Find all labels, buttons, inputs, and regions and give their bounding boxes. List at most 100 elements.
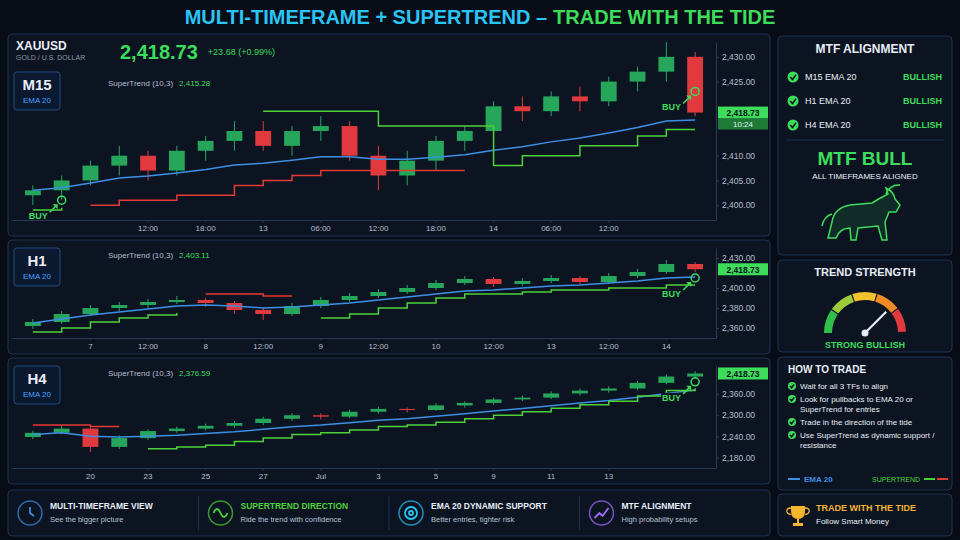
candle-body: [572, 96, 588, 101]
y-tick-label: 2,240.00: [722, 432, 755, 442]
x-axis-line: [13, 468, 717, 469]
x-tick-label: 12:00: [484, 342, 505, 351]
x-tick-label: 06:00: [311, 224, 332, 233]
candle-body: [342, 126, 358, 156]
text-line: resistance: [800, 441, 837, 450]
x-tick-mark: [551, 220, 552, 222]
x-tick: 12:00: [253, 338, 274, 351]
feature-title: SUPERTREND DIRECTION: [241, 501, 349, 511]
plot-area: [25, 260, 703, 332]
feature-text: Ride the trend with confidence: [241, 515, 342, 524]
timeframe-box: [14, 72, 60, 110]
feature-icon-ring: [590, 501, 614, 525]
x-axis: 712:00812:00912:001012:001312:0014: [13, 338, 717, 351]
candle-body: [572, 278, 588, 282]
check-icon: [788, 72, 799, 83]
y-tick: 2,180.00: [716, 453, 755, 463]
x-tick: 27: [259, 468, 268, 481]
candle-body: [658, 264, 674, 272]
y-axis: 2,360.002,380.002,400.002,430.00: [716, 249, 755, 339]
check-mark: [790, 123, 796, 128]
supertrend-line: [33, 425, 119, 426]
x-tick-mark: [608, 338, 609, 340]
y-tick-mark: [716, 57, 719, 58]
x-tick: 12:00: [368, 338, 389, 351]
feature-icon: [214, 509, 228, 517]
x-tick-label: 14: [662, 342, 671, 351]
mtf-row-label: H1 EMA 20: [805, 96, 851, 106]
x-tick-label: 18:00: [426, 224, 447, 233]
mtf-row-status: BULLISH: [903, 96, 942, 106]
infographic: MULTI-TIMEFRAME + SUPERTREND –TRADE WITH…: [0, 0, 960, 540]
x-tick: 13: [547, 338, 556, 351]
x-tick: 3: [376, 468, 381, 481]
check-mark: [790, 433, 794, 436]
indicator-label: SuperTrend (10,3): [108, 79, 173, 88]
gauge-segment: [824, 310, 838, 333]
buy-marker: [691, 378, 699, 386]
x-tick-mark: [608, 220, 609, 222]
y-tick: 2,405.00: [716, 176, 755, 186]
how-to-title: HOW TO TRADE: [788, 364, 866, 375]
x-tick: 25: [201, 468, 210, 481]
x-tick-label: 18:00: [196, 224, 217, 233]
x-tick-label: 5: [434, 472, 439, 481]
ema-line: [33, 277, 695, 323]
y-tick-label: 2,430.00: [722, 52, 755, 62]
candle-body: [601, 389, 617, 391]
trophy-icon: [791, 506, 805, 526]
candle-body: [198, 141, 214, 151]
price-tag-label: 2,418.73: [726, 265, 759, 275]
divider: [786, 140, 944, 141]
y-tick: 2,300.00: [716, 410, 755, 420]
timeframe-subtitle: EMA 20: [23, 390, 52, 399]
buy-arrow: [683, 283, 690, 290]
y-tick: 2,410.00: [716, 151, 755, 161]
candle-body: [630, 272, 646, 276]
x-tick-mark: [263, 220, 264, 222]
x-tick-mark: [378, 468, 379, 470]
indicator-value: 2,415.28: [179, 79, 211, 88]
y-tick-label: 2,180.00: [722, 453, 755, 463]
divider: [389, 496, 390, 530]
candle-body: [255, 131, 271, 146]
y-tick: 2,425.00: [716, 77, 755, 87]
candle-body: [140, 302, 156, 305]
x-tick: 14: [489, 220, 498, 233]
y-tick-mark: [716, 82, 719, 83]
text-line: SuperTrend for entries: [800, 405, 880, 414]
buy-arrow: [50, 205, 57, 212]
trophy-handles: [787, 508, 809, 514]
candle-body: [227, 423, 243, 426]
text-line: Look for pullbacks to EMA 20 or: [800, 395, 913, 404]
buy-marker: [691, 274, 699, 282]
check-mark: [790, 99, 796, 104]
feature-icon: [30, 507, 34, 516]
text-line: Use SuperTrend as dynamic support /: [800, 431, 935, 440]
x-tick-label: 25: [201, 472, 210, 481]
gauge-title: TREND STRENGTH: [814, 266, 916, 278]
candle-body: [399, 409, 415, 410]
x-tick-label: 20: [86, 472, 95, 481]
check-icon: [788, 418, 796, 426]
timeframe-title: M15: [22, 76, 51, 93]
y-tick-label: 2,400.00: [722, 200, 755, 210]
gauge-label: STRONG BULLISH: [825, 340, 905, 350]
check-mark: [790, 75, 796, 80]
background: [0, 0, 960, 540]
candle-body: [313, 415, 329, 416]
price: 2,418.73: [120, 41, 198, 63]
timeframe-subtitle: EMA 20: [23, 272, 52, 281]
feature-text: High probability setups: [622, 515, 698, 524]
candle-body: [255, 419, 271, 423]
y-tick-mark: [716, 415, 719, 416]
x-tick-mark: [148, 338, 149, 340]
check-mark: [790, 420, 794, 423]
candle-body: [255, 310, 271, 314]
how-to-item: Use SuperTrend as dynamic support /resis…: [800, 431, 935, 450]
candle-body: [342, 412, 358, 417]
supertrend-line: [148, 388, 695, 448]
feature-text: See the bigger picture: [50, 515, 123, 524]
feature-icon-ring: [209, 501, 233, 525]
y-tick: 2,430.00: [716, 253, 755, 263]
